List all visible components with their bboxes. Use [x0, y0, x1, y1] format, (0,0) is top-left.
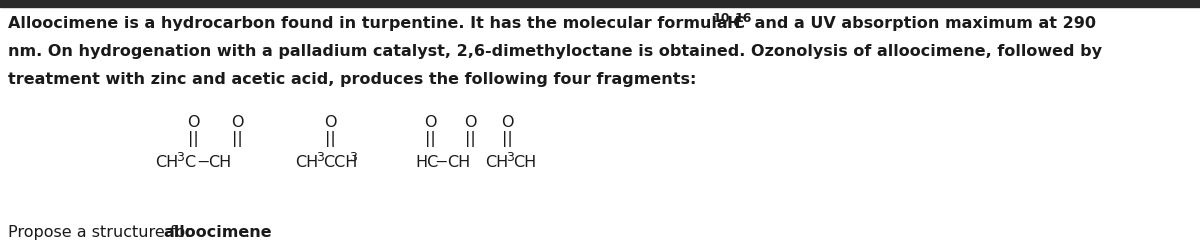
Text: −: −: [434, 154, 448, 169]
Text: O: O: [463, 115, 476, 130]
Text: 16: 16: [734, 12, 752, 25]
Text: H: H: [727, 16, 740, 31]
Text: treatment with zinc and acetic acid, produces the following four fragments:: treatment with zinc and acetic acid, pro…: [8, 72, 696, 87]
Bar: [0, 0, 1200, 8]
Text: CH: CH: [446, 154, 470, 169]
Text: CH: CH: [295, 154, 318, 169]
Text: ||: ||: [232, 131, 242, 146]
Text: CCH: CCH: [323, 154, 358, 169]
Text: ||: ||: [187, 131, 198, 146]
Text: nm. On hydrogenation with a palladium catalyst, 2,6-dimethyloctane is obtained. : nm. On hydrogenation with a palladium ca…: [8, 44, 1102, 59]
Text: ||: ||: [325, 131, 335, 146]
Text: ||: ||: [502, 131, 512, 146]
Text: O: O: [500, 115, 514, 130]
Text: O: O: [187, 115, 199, 130]
Text: C: C: [184, 154, 196, 169]
Text: HC: HC: [415, 154, 438, 169]
Text: CH: CH: [514, 154, 536, 169]
Text: .: .: [244, 224, 250, 239]
Text: Propose a structure for: Propose a structure for: [8, 224, 197, 239]
Text: CH: CH: [485, 154, 509, 169]
Text: −: −: [196, 154, 209, 169]
Text: 3: 3: [176, 150, 184, 163]
Text: 10: 10: [713, 12, 731, 25]
Text: O: O: [424, 115, 437, 130]
Text: and a UV absorption maximum at 290: and a UV absorption maximum at 290: [749, 16, 1096, 31]
Text: Alloocimene is a hydrocarbon found in turpentine. It has the molecular formula C: Alloocimene is a hydrocarbon found in tu…: [8, 16, 745, 31]
Text: 3: 3: [506, 150, 514, 163]
Text: ||: ||: [464, 131, 475, 146]
Text: 3: 3: [349, 150, 356, 163]
Text: O: O: [230, 115, 244, 130]
Text: alloocimene: alloocimene: [163, 224, 271, 239]
Text: CH: CH: [155, 154, 179, 169]
Text: CH: CH: [208, 154, 232, 169]
Text: 3: 3: [316, 150, 324, 163]
Text: O: O: [324, 115, 336, 130]
Text: ||: ||: [425, 131, 436, 146]
